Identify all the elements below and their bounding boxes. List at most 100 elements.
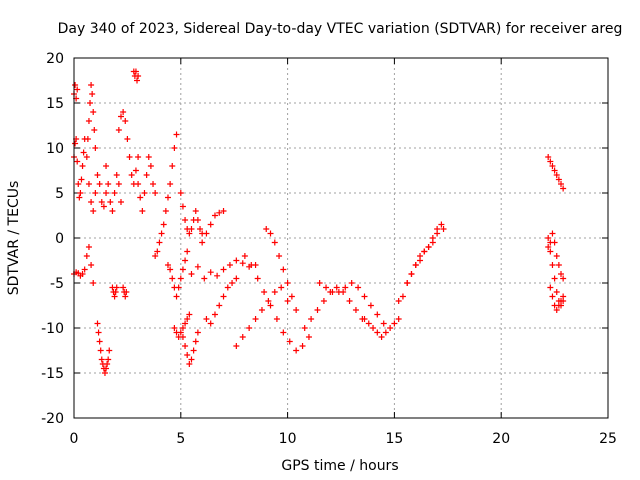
series-arc-j	[120, 284, 130, 300]
data-point	[280, 329, 287, 336]
series-arc-o	[171, 311, 193, 340]
data-point	[167, 266, 174, 273]
data-point	[88, 262, 95, 268]
data-point	[404, 280, 411, 286]
data-point	[211, 212, 218, 219]
data-point	[241, 253, 248, 259]
data-point	[74, 86, 81, 93]
data-point	[175, 284, 182, 291]
data-point	[173, 293, 180, 300]
series-arc-e	[85, 172, 110, 214]
data-point	[216, 302, 223, 309]
data-point	[211, 311, 218, 318]
data-point	[90, 208, 97, 214]
data-point	[194, 329, 201, 336]
data-point	[94, 320, 101, 327]
data-point	[207, 221, 214, 228]
data-point	[115, 127, 122, 133]
data-point	[194, 263, 201, 270]
data-point	[98, 199, 105, 205]
data-point	[348, 280, 355, 286]
data-point	[164, 194, 171, 201]
data-point	[177, 275, 184, 282]
data-point	[417, 253, 424, 259]
plot-frame	[73, 57, 609, 419]
data-point	[314, 307, 321, 313]
data-point	[177, 329, 184, 336]
data-point	[171, 145, 178, 151]
data-point	[85, 244, 92, 250]
series-arc-f	[94, 320, 113, 376]
data-point	[551, 239, 558, 246]
data-point	[96, 338, 103, 345]
data-point	[429, 235, 436, 241]
data-point	[229, 280, 236, 286]
data-point	[252, 316, 259, 322]
data-point	[134, 77, 141, 84]
data-point	[100, 203, 107, 210]
data-point	[171, 325, 178, 331]
data-point	[261, 289, 268, 295]
data-point	[220, 208, 227, 214]
data-point	[224, 284, 231, 291]
data-point	[92, 145, 99, 151]
data-point	[438, 221, 445, 228]
data-point	[220, 266, 227, 273]
data-point	[301, 325, 308, 331]
data-point	[158, 230, 165, 237]
data-point	[216, 209, 223, 216]
data-point	[90, 109, 97, 115]
data-point	[553, 289, 560, 295]
data-point	[361, 316, 368, 322]
data-point	[434, 226, 441, 232]
data-point	[173, 131, 180, 138]
x-axis-ticks: 0 5 10 15 20 25	[70, 58, 617, 447]
data-point	[122, 293, 129, 300]
data-point	[288, 293, 295, 300]
data-point	[120, 284, 127, 291]
data-point	[87, 100, 94, 106]
data-point	[380, 320, 387, 327]
data-point	[254, 275, 261, 282]
data-point	[164, 262, 171, 268]
data-point	[88, 82, 95, 88]
data-point	[374, 329, 381, 336]
data-point	[188, 356, 195, 363]
data-point	[280, 266, 287, 273]
data-point	[115, 181, 122, 187]
data-point	[139, 208, 146, 214]
data-point	[120, 109, 127, 115]
data-point	[135, 181, 142, 187]
series-arc-q	[177, 190, 206, 237]
data-point	[103, 190, 110, 196]
data-point	[352, 307, 359, 313]
data-point	[273, 316, 280, 322]
data-point	[299, 343, 306, 349]
data-point	[169, 163, 176, 169]
series-arc-n	[164, 248, 191, 300]
data-point	[101, 370, 108, 376]
data-point	[365, 320, 372, 327]
data-point	[143, 172, 150, 178]
x-tick-label: 0	[70, 431, 79, 447]
data-point	[342, 284, 349, 291]
data-point	[113, 172, 120, 178]
chart-title: Day 340 of 2023, Sidereal Day-to-day VTE…	[58, 21, 623, 37]
y-tick-label: 5	[55, 186, 64, 202]
data-point	[382, 329, 389, 336]
data-point	[160, 221, 167, 228]
data-point	[167, 181, 174, 187]
data-point	[199, 239, 206, 246]
data-point	[152, 190, 159, 196]
series-arc-m	[152, 131, 180, 259]
data-point	[203, 316, 210, 322]
series-arc-aa	[395, 230, 441, 304]
data-point	[77, 190, 84, 196]
series-arc-r	[188, 257, 259, 282]
data-point	[367, 302, 374, 309]
data-point	[186, 311, 193, 318]
data-point	[560, 185, 567, 192]
data-point	[123, 289, 130, 295]
data-point	[137, 194, 144, 201]
data-point	[305, 334, 312, 340]
